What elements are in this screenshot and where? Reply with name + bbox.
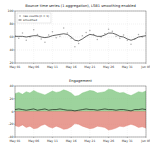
x-tick-label: May 11 [47, 65, 58, 69]
scatter-point [127, 40, 128, 42]
x-tick-label: May 31 [122, 65, 133, 69]
area [15, 89, 146, 111]
scatter-point [55, 37, 57, 39]
chart-panel: Bounce time series (1 aggregation), LSB1… [7, 4, 150, 69]
scatter-point [48, 34, 50, 36]
scatter-point [59, 36, 61, 38]
x-tick-label: May 01 [10, 65, 21, 69]
plot-background [15, 11, 146, 63]
plot-background [15, 86, 146, 137]
scatter-point [40, 38, 42, 40]
scatter-point [22, 32, 24, 34]
scatter-point [119, 38, 121, 40]
scatter-point [44, 41, 46, 43]
scatter-point [33, 29, 35, 31]
y-tick-label: 80 [9, 22, 13, 26]
y-tick-label: 0 [11, 110, 13, 114]
x-tick-label: May 11 [47, 139, 58, 143]
x-tick-label: May 06 [28, 139, 39, 143]
x-tick-label: Jun 05 [140, 65, 150, 69]
x-tick-label: May 01 [10, 139, 21, 143]
y-tick-label: 40 [9, 48, 13, 52]
scatter-point [67, 32, 69, 34]
chart-title: Bounce time series (1 aggregation), LSB1… [25, 4, 136, 8]
scatter-point [108, 28, 110, 30]
figure: Bounce time series (1 aggregation), LSB1… [0, 0, 150, 150]
x-tick-label: May 26 [103, 139, 114, 143]
scatter-point [74, 46, 76, 48]
scatter-point [82, 35, 84, 37]
line [15, 109, 146, 111]
plot-frame [15, 86, 146, 137]
x-grid-line [52, 11, 53, 63]
line [15, 33, 146, 41]
area [15, 112, 146, 130]
scatter-point [18, 38, 20, 40]
y-tick-label: 40 [9, 84, 13, 88]
legend-swatch [19, 20, 22, 21]
legend-label: smoothed [23, 18, 37, 22]
x-grid-line [127, 11, 128, 63]
legend: raw counts (n = 1)smoothed [17, 13, 51, 23]
marks [15, 89, 146, 130]
x-tick-label: May 21 [84, 139, 95, 143]
x-tick-label: May 31 [122, 139, 133, 143]
scatter-point [78, 43, 80, 45]
y-tick-label: 60 [9, 35, 13, 39]
y-grid-line [15, 50, 146, 51]
y-grid-line [15, 24, 146, 25]
legend-box [17, 13, 51, 23]
x-tick-label: May 21 [84, 65, 95, 69]
scatter-point [97, 39, 99, 41]
scatter-point [112, 30, 114, 32]
x-grid-line [89, 11, 90, 63]
x-tick-label: May 16 [66, 65, 77, 69]
x-tick-label: May 26 [103, 65, 114, 69]
x-grid-line [108, 11, 109, 63]
plot-frame [15, 11, 146, 63]
y-tick-label: -20 [8, 122, 13, 126]
scatter-point [104, 33, 106, 35]
x-tick-label: May 06 [28, 65, 39, 69]
y-tick-label: 100 [7, 9, 13, 13]
scatter-point [85, 32, 87, 34]
y-grid-line [15, 37, 146, 38]
scatter-point [115, 36, 117, 38]
scatter-point [52, 31, 54, 33]
scatter-point [63, 27, 65, 29]
scatter-point [130, 43, 132, 45]
x-tick-label: May 16 [66, 139, 77, 143]
y-tick-label: 20 [9, 97, 13, 101]
scatter-point [25, 40, 27, 42]
scatter-point [123, 34, 125, 36]
x-tick-label: Jun 05 [140, 139, 150, 143]
scatter-point [89, 30, 91, 32]
marks [15, 27, 146, 47]
scatter-point [37, 34, 39, 36]
scatter-point [138, 34, 140, 36]
chart-panel: Engagement-40-2002040May 01May 06May 11M… [8, 79, 150, 143]
chart-title: Engagement [69, 79, 93, 83]
legend-swatch [19, 15, 21, 17]
